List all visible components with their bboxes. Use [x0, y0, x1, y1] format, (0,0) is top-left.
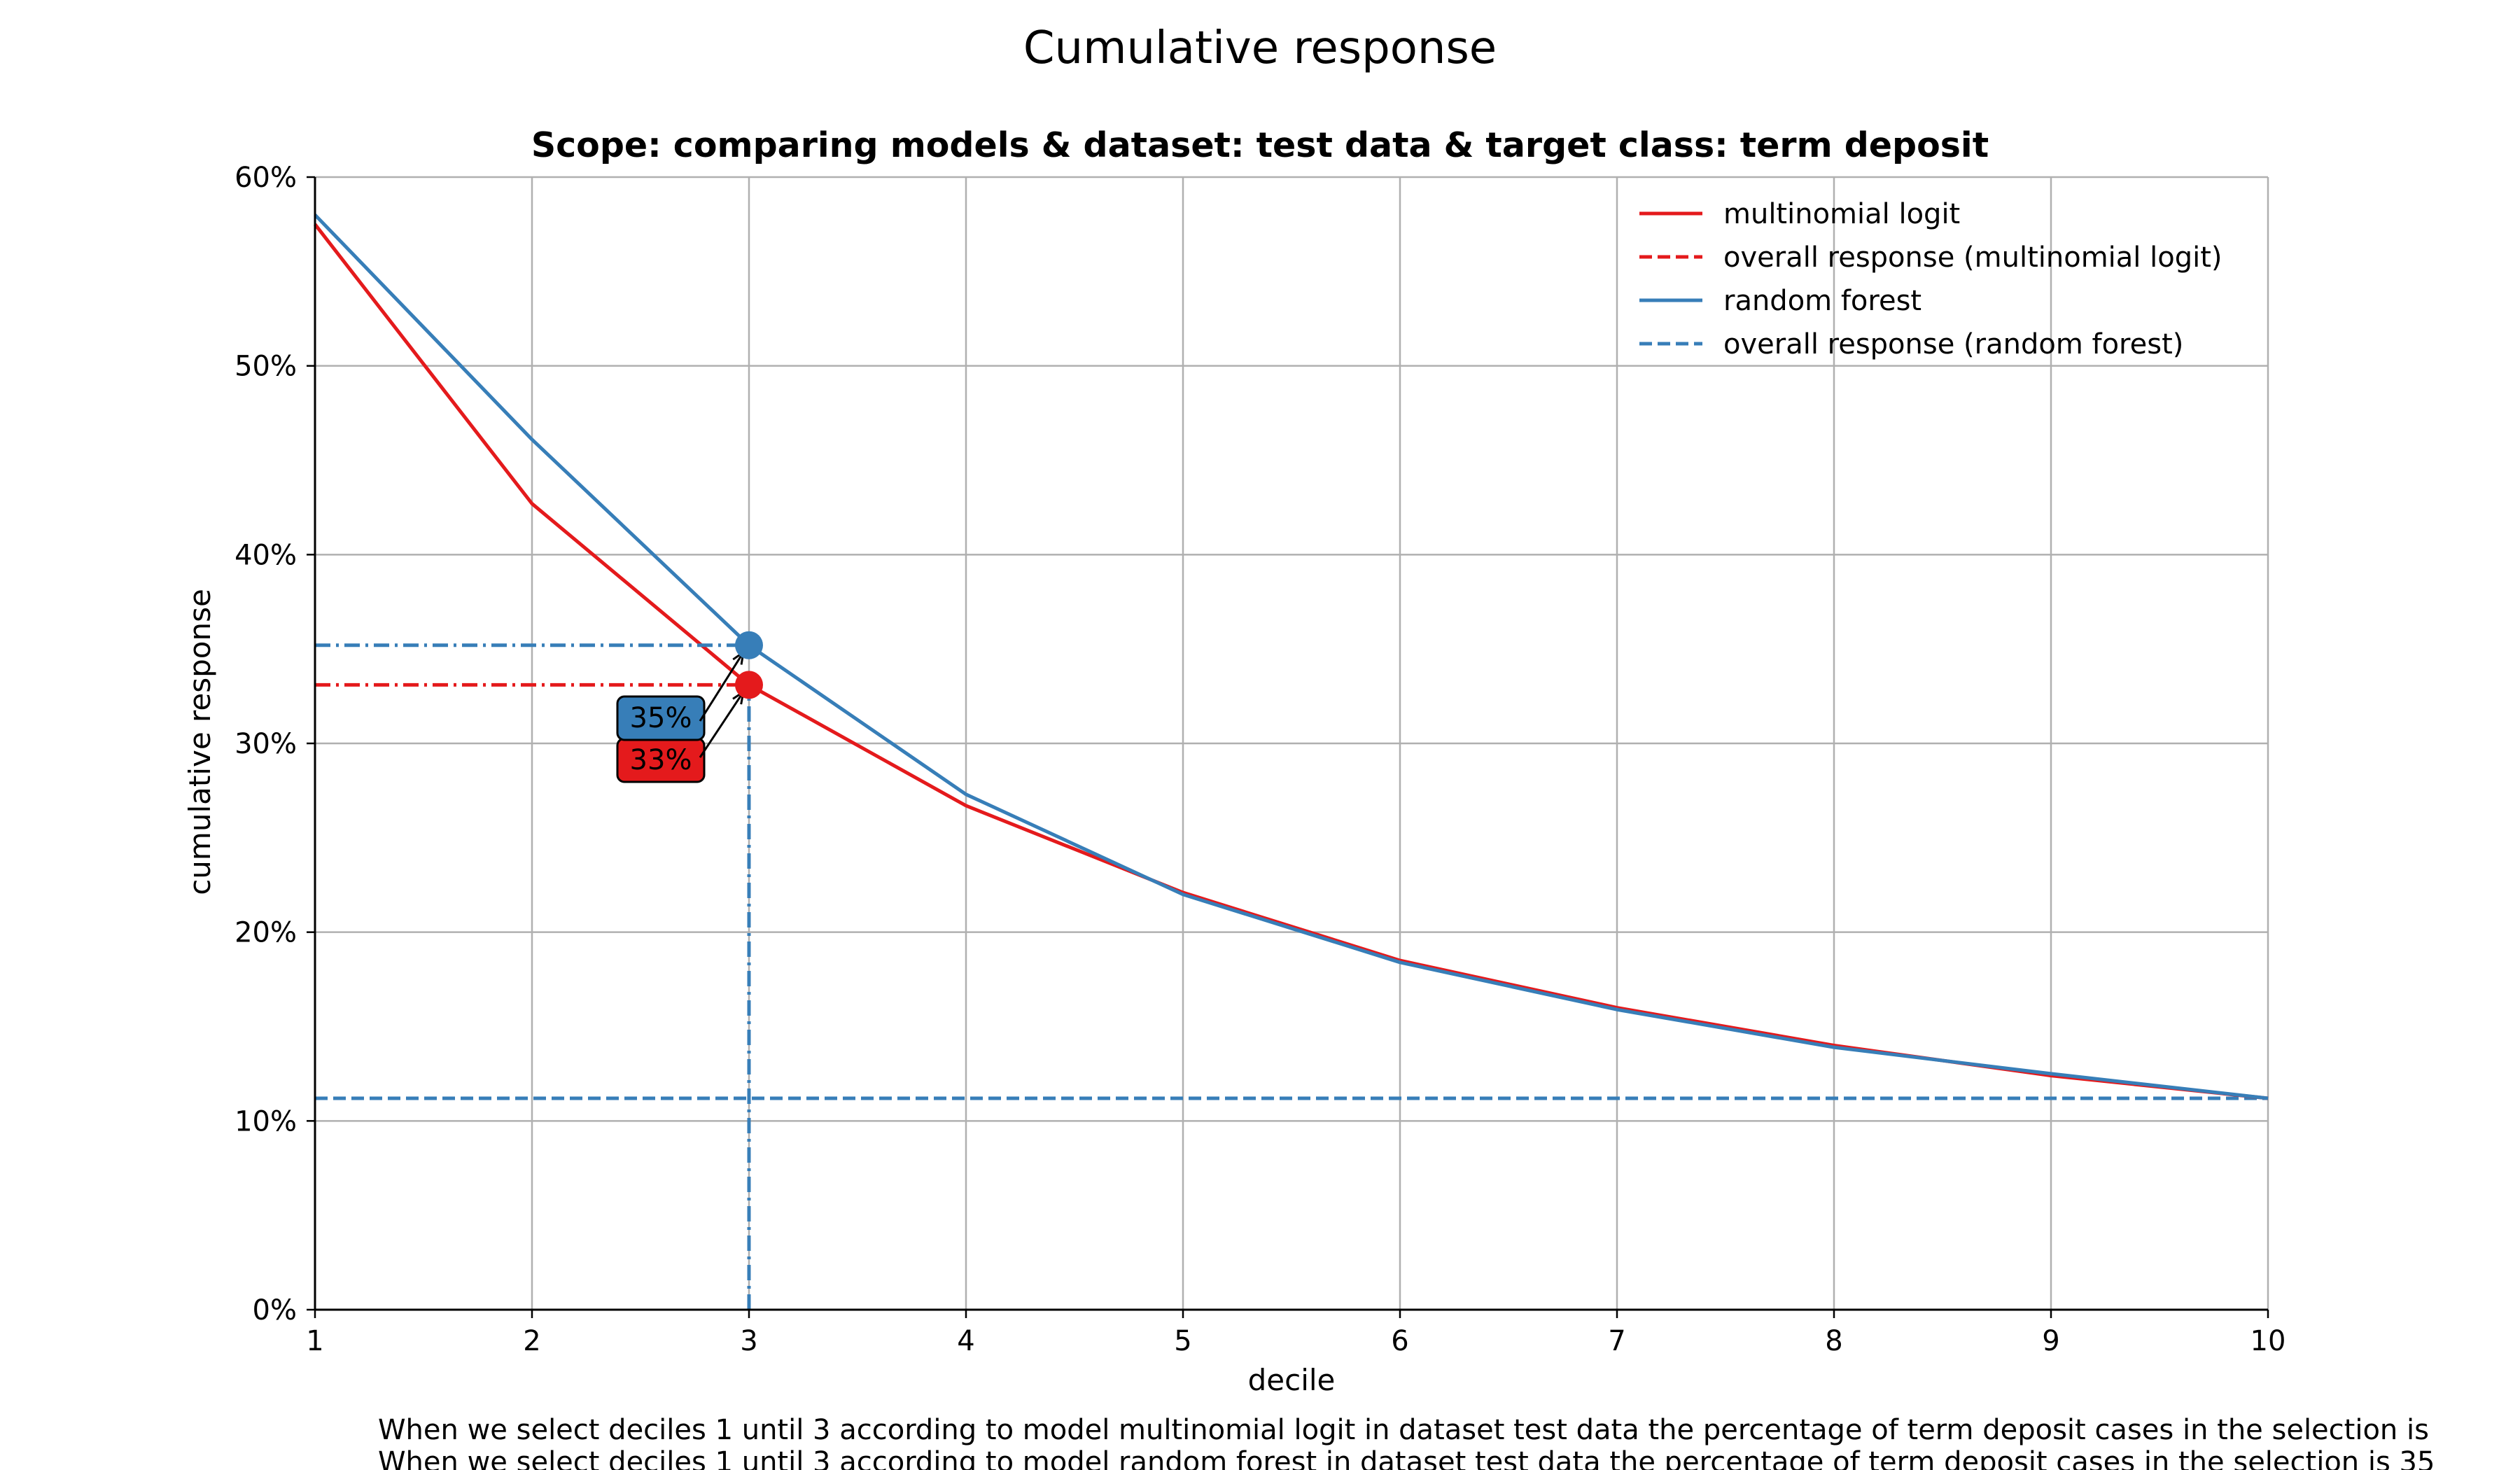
x-tick-label: 9 [2042, 1325, 2059, 1357]
x-tick-label: 3 [740, 1325, 757, 1357]
y-tick-label: 60% [234, 162, 297, 194]
x-tick-label: 6 [1391, 1325, 1408, 1357]
annotation-label: 33% [630, 744, 692, 776]
annotation-arrow [699, 651, 745, 722]
series-lines [314, 214, 2269, 1100]
annotation-arrow [699, 691, 745, 758]
legend-label: random forest [1723, 285, 1921, 317]
axes: 1 2 3 4 5 6 7 8 9 10 0% 10% 20% 30% 40% 50% 60% [234, 162, 2286, 1357]
y-tick-label: 10% [234, 1105, 297, 1138]
y-axis-label: cumulative response [183, 589, 217, 895]
highlight-annotation: 33%35% [315, 631, 763, 1310]
x-axis-label: decile [1248, 1363, 1336, 1397]
legend-label: overall response (random forest) [1723, 328, 2183, 360]
y-tick-label: 50% [234, 351, 297, 383]
y-tick-label: 40% [234, 539, 297, 571]
legend-label: multinomial logit [1723, 198, 1960, 230]
legend-label: overall response (multinomial logit) [1723, 241, 2222, 274]
x-tick-label: 8 [1825, 1325, 1842, 1357]
chart-subtitle: Scope: comparing models & dataset: test … [531, 125, 1989, 165]
annotation-label: 35% [630, 702, 692, 734]
footer-text-line-2: When we select deciles 1 until 3 accordi… [378, 1446, 2435, 1470]
x-tick-label: 7 [1608, 1325, 1625, 1357]
y-tick-label: 30% [234, 728, 297, 760]
chart-title: Cumulative response [1023, 22, 1497, 74]
x-tick-label: 1 [306, 1325, 323, 1357]
footer-text-line-1: When we select deciles 1 until 3 accordi… [378, 1414, 2429, 1446]
x-tick-label: 4 [957, 1325, 974, 1357]
x-tick-label: 2 [523, 1325, 540, 1357]
series-line-random-forest [314, 214, 2269, 1100]
highlight-point [735, 671, 763, 699]
x-tick-label: 10 [2250, 1325, 2286, 1357]
highlight-point [735, 631, 763, 659]
x-tick-label: 5 [1174, 1325, 1191, 1357]
y-tick-label: 0% [253, 1294, 297, 1326]
y-tick-label: 20% [234, 917, 297, 949]
annotation-box [616, 695, 706, 741]
legend: multinomial logit overall response (multi… [1639, 198, 2222, 360]
